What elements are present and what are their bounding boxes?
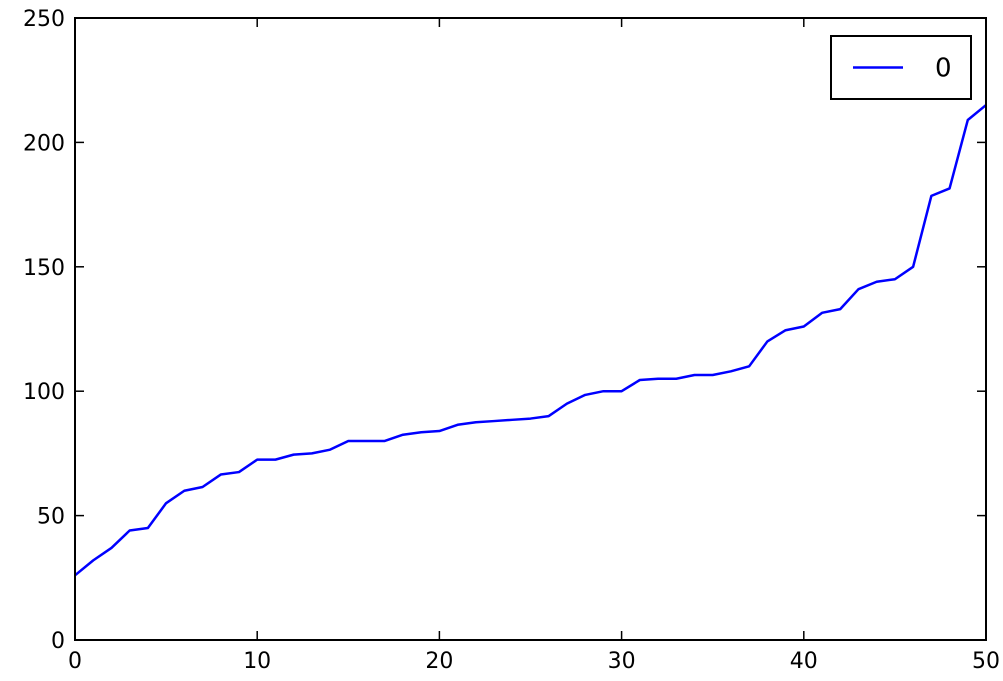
y-tick-label: 50 bbox=[37, 505, 65, 530]
x-axis-tick-labels: 0 10 20 30 40 50 bbox=[68, 649, 1000, 674]
y-tick-label: 200 bbox=[23, 131, 65, 156]
x-tick-label: 0 bbox=[68, 649, 82, 674]
series-group bbox=[74, 104, 987, 577]
y-tick-label: 150 bbox=[23, 256, 65, 281]
legend-label: 0 bbox=[935, 54, 952, 84]
y-tick-label: 0 bbox=[51, 629, 65, 654]
series-line-0 bbox=[74, 104, 987, 577]
y-tick-label: 250 bbox=[23, 7, 65, 32]
x-tick-label: 40 bbox=[790, 649, 818, 674]
plot-frame bbox=[74, 17, 987, 641]
x-tick-label: 20 bbox=[425, 649, 453, 674]
x-tick-label: 10 bbox=[243, 649, 271, 674]
y-tick-label: 100 bbox=[23, 380, 65, 405]
legend: 0 bbox=[830, 35, 972, 100]
y-axis-tick-labels: 0 50 100 150 200 250 bbox=[23, 7, 65, 654]
x-tick-label: 50 bbox=[972, 649, 1000, 674]
axis-ticks bbox=[74, 17, 987, 641]
x-tick-label: 30 bbox=[608, 649, 636, 674]
